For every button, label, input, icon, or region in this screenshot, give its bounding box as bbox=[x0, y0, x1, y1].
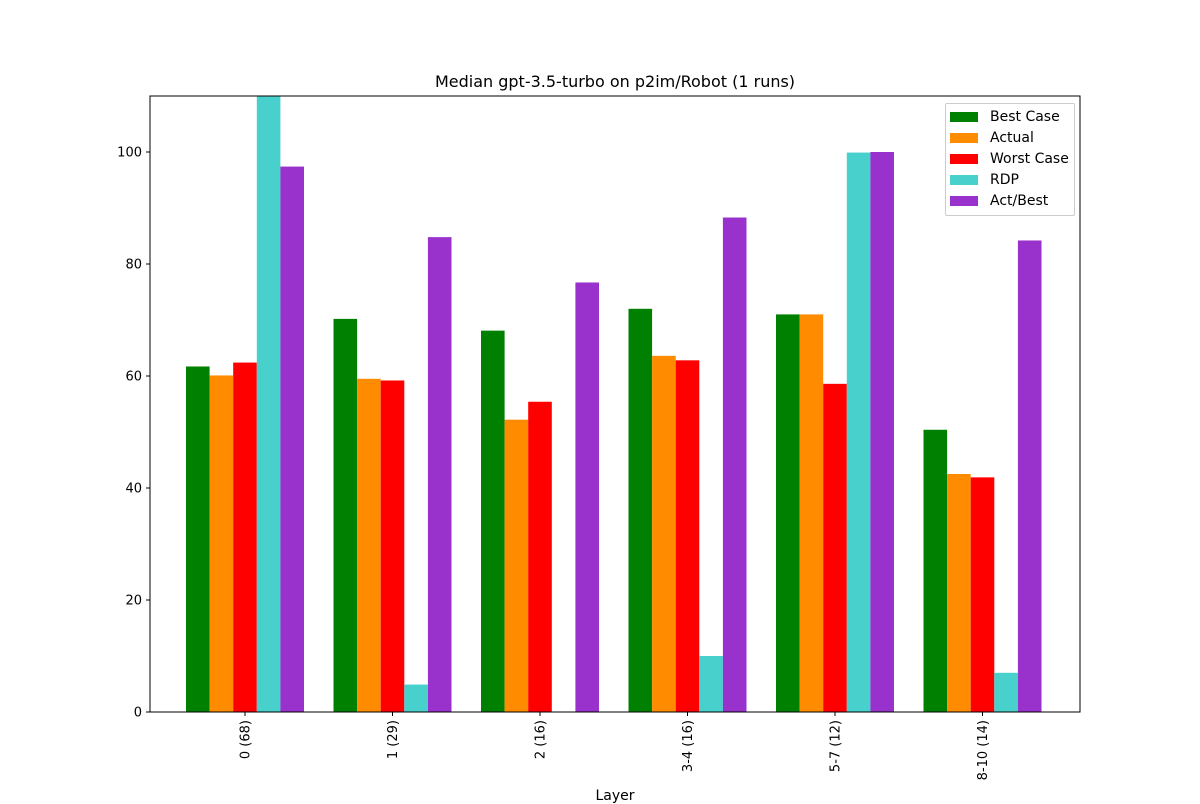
bar-actual-0 bbox=[209, 375, 234, 712]
bar-act-best-0 bbox=[280, 166, 304, 712]
legend-item: Actual bbox=[946, 127, 1074, 148]
legend-item: Act/Best bbox=[946, 190, 1074, 211]
legend-swatch bbox=[950, 174, 978, 185]
bar-best-case-2 bbox=[481, 330, 505, 712]
legend-label: Act/Best bbox=[990, 192, 1049, 209]
bar-worst-case-3 bbox=[675, 360, 700, 712]
legend-swatch bbox=[950, 111, 978, 122]
bar-rdp-1 bbox=[404, 684, 428, 712]
legend-label: Best Case bbox=[990, 108, 1060, 125]
legend: Best Case Actual Worst Case RDP Act/Best bbox=[945, 103, 1075, 216]
bar-worst-case-4 bbox=[823, 383, 847, 712]
x-tick-label: 2 (16) bbox=[534, 720, 549, 759]
legend-swatch bbox=[950, 195, 978, 206]
y-tick-label: 20 bbox=[125, 594, 142, 609]
legend-swatch bbox=[950, 132, 978, 143]
bar-act-best-3 bbox=[722, 217, 747, 712]
bars-group bbox=[186, 96, 1042, 713]
legend-item: Best Case bbox=[946, 106, 1074, 127]
bar-rdp-0 bbox=[256, 96, 281, 712]
bar-act-best-5 bbox=[1017, 240, 1042, 713]
bar-actual-4 bbox=[799, 314, 824, 712]
x-tick-label: 1 (29) bbox=[386, 720, 401, 759]
legend-label: Actual bbox=[990, 129, 1034, 146]
bar-actual-1 bbox=[357, 378, 381, 712]
bar-act-best-2 bbox=[575, 282, 599, 712]
x-axis: 0 (68) 1 (29) 2 (16) 3-4 (16) 5-7 (12) 8-10 (… bbox=[239, 712, 991, 780]
x-tick-label: 0 (68) bbox=[239, 720, 254, 759]
bar-rdp-3 bbox=[699, 656, 723, 712]
y-tick-label: 80 bbox=[125, 258, 142, 273]
plot-frame bbox=[149, 95, 1081, 713]
legend-label: Worst Case bbox=[990, 150, 1069, 167]
x-axis-label: Layer bbox=[595, 788, 635, 804]
legend-label: RDP bbox=[990, 171, 1019, 188]
legend-item: Worst Case bbox=[946, 148, 1074, 169]
bar-rdp-4 bbox=[846, 152, 871, 712]
bar-act-best-1 bbox=[427, 237, 452, 712]
bar-worst-case-2 bbox=[528, 401, 552, 712]
y-tick-label: 0 bbox=[134, 706, 142, 721]
y-tick-label: 40 bbox=[125, 482, 142, 497]
legend-swatch bbox=[950, 153, 978, 164]
bar-actual-2 bbox=[504, 419, 529, 712]
x-tick-label: 5-7 (12) bbox=[829, 720, 844, 772]
bar-best-case-5 bbox=[923, 429, 948, 712]
bar-actual-5 bbox=[947, 474, 971, 712]
bar-best-case-0 bbox=[186, 366, 210, 712]
bar-best-case-4 bbox=[776, 314, 800, 712]
y-tick-label: 100 bbox=[117, 146, 142, 161]
chart-title: Median gpt-3.5-turbo on p2im/Robot (1 ru… bbox=[434, 72, 796, 91]
bar-worst-case-0 bbox=[233, 362, 257, 712]
bar-actual-3 bbox=[652, 355, 676, 712]
x-tick-label: 8-10 (14) bbox=[976, 720, 991, 780]
y-tick-label: 60 bbox=[125, 370, 142, 385]
bar-worst-case-1 bbox=[380, 380, 405, 712]
legend-item: RDP bbox=[946, 169, 1074, 190]
bar-act-best-4 bbox=[870, 152, 894, 712]
y-axis: 0 20 40 60 80 100 bbox=[117, 146, 150, 721]
bar-rdp-5 bbox=[994, 672, 1018, 712]
x-tick-label: 3-4 (16) bbox=[681, 720, 696, 772]
bar-best-case-3 bbox=[628, 308, 653, 712]
bar-best-case-1 bbox=[333, 318, 358, 712]
bar-worst-case-5 bbox=[970, 477, 995, 712]
